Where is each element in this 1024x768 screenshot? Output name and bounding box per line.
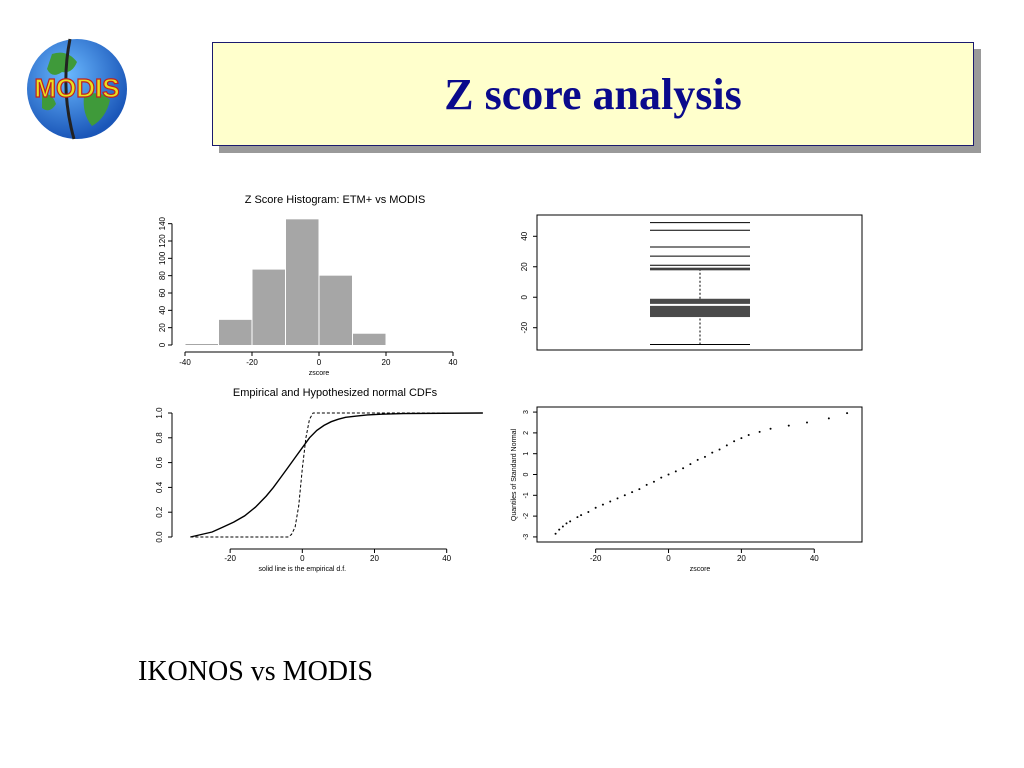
qq-y-label: Quantiles of Standard Normal	[511, 428, 518, 521]
boxplot-y-tick-label: 40	[520, 231, 529, 240]
cdf-y-tick-label: 1.0	[155, 407, 164, 419]
cdf-y-tick-label: 0.8	[155, 432, 164, 444]
cdf-y-tick-label: 0.4	[155, 481, 164, 493]
cdf-y-tick-label: 0.0	[155, 531, 164, 543]
qq-point	[645, 483, 648, 486]
qq-point	[846, 412, 849, 415]
histogram-x-label: zscore	[309, 370, 330, 377]
cdf-empirical-line	[190, 412, 483, 538]
qq-point	[623, 494, 626, 497]
histogram-x-tick-label: 40	[449, 358, 458, 367]
qq-point	[652, 480, 655, 483]
qq-y-tick-label: -1	[523, 492, 530, 498]
qq-point	[609, 500, 612, 503]
qq-point	[558, 528, 561, 531]
qq-point	[769, 427, 772, 430]
qq-point	[696, 458, 699, 461]
histogram-title: Z Score Histogram: ETM+ vs MODIS	[245, 194, 426, 206]
qq-point	[667, 473, 670, 476]
qq-point	[805, 421, 808, 424]
cdf-y-tick-label: 0.2	[155, 506, 164, 518]
qq-point	[674, 470, 677, 473]
qq-point	[725, 444, 728, 447]
qq-point	[827, 417, 830, 420]
qq-point	[733, 440, 736, 443]
cdf-title: Empirical and Hypothesized normal CDFs	[233, 387, 438, 399]
qq-x-tick-label: 0	[666, 554, 671, 563]
histogram-y-tick-label: 80	[158, 271, 167, 280]
qq-point	[689, 463, 692, 466]
qq-point	[561, 525, 564, 528]
qq-point	[747, 433, 750, 436]
histogram-bar	[286, 219, 319, 345]
logo-text: MODIS	[34, 73, 119, 103]
qq-x-tick-label: 20	[737, 554, 746, 563]
modis-logo: MODIS	[22, 34, 132, 144]
page-title: Z score analysis	[444, 69, 742, 119]
qq-point	[703, 455, 706, 458]
cdf-x-tick-label: 40	[442, 554, 451, 563]
cdf-x-tick-label: 20	[370, 554, 379, 563]
histogram-bar	[353, 333, 386, 345]
qq-point	[711, 451, 714, 454]
qq-point	[580, 514, 583, 517]
qq-point	[554, 532, 557, 535]
cdf-x-label: solid line is the empirical d.f.	[259, 566, 347, 573]
qq-y-tick-label: 0	[523, 472, 530, 476]
qq-point	[587, 510, 590, 513]
qq-y-tick-label: -3	[523, 534, 530, 540]
qq-point	[638, 488, 641, 491]
qq-y-tick-label: 1	[523, 452, 530, 456]
title-box: Z score analysis	[212, 42, 974, 146]
qq-point	[682, 467, 685, 470]
cdf-x-tick-label: 0	[300, 554, 305, 563]
histogram-x-tick-label: -20	[246, 358, 258, 367]
histogram-y-tick-label: 40	[158, 305, 167, 314]
boxplot-y-tick-label: 0	[520, 294, 529, 299]
slide-caption: IKONOS vs MODIS	[138, 656, 373, 687]
histogram-x-tick-label: 0	[317, 358, 322, 367]
histogram-y-tick-label: 100	[158, 251, 167, 265]
qq-y-tick-label: -2	[523, 513, 530, 519]
qq-point	[576, 516, 579, 519]
boxplot-frame	[536, 214, 863, 351]
qq-point	[787, 424, 790, 427]
qq-point	[758, 430, 761, 433]
histogram-bar	[252, 269, 285, 345]
histogram-bar	[185, 344, 218, 345]
histogram-y-tick-label: 20	[158, 323, 167, 332]
cdf-x-tick-label: -20	[224, 554, 236, 563]
histogram-x-tick-label: 20	[382, 358, 391, 367]
qq-point	[660, 476, 663, 479]
histogram-y-tick-label: 60	[158, 288, 167, 297]
boxplot-y-tick-label: -20	[520, 321, 529, 333]
qq-point	[718, 448, 721, 451]
histogram-bar	[319, 275, 352, 345]
histogram-x-tick-label: -40	[179, 358, 191, 367]
qq-point	[565, 522, 568, 525]
qq-y-tick-label: 3	[523, 410, 530, 414]
histogram-y-tick-label: 0	[158, 342, 167, 347]
globe-icon: MODIS	[27, 38, 127, 140]
qq-point	[740, 437, 743, 440]
qq-point	[616, 497, 619, 500]
qq-x-label: zscore	[690, 566, 711, 573]
cdf-y-tick-label: 0.6	[155, 456, 164, 468]
histogram-y-tick-label: 140	[158, 216, 167, 230]
boxplot-box	[650, 298, 750, 318]
qq-y-tick-label: 2	[523, 431, 530, 435]
histogram-bar	[219, 319, 252, 345]
qq-point	[601, 503, 604, 506]
qq-point	[631, 491, 634, 494]
cdf-normal-line	[190, 412, 483, 538]
qq-x-tick-label: -20	[590, 554, 602, 563]
qq-frame	[536, 406, 863, 543]
qq-point	[569, 520, 572, 523]
boxplot-y-tick-label: 20	[520, 262, 529, 271]
histogram-y-tick-label: 120	[158, 234, 167, 248]
qq-x-tick-label: 40	[810, 554, 819, 563]
qq-point	[594, 506, 597, 509]
